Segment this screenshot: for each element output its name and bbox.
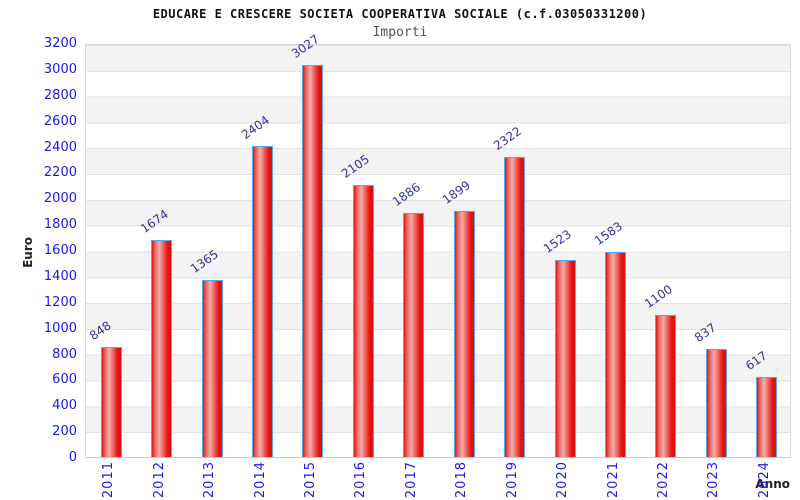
y-tick-label: 3200	[43, 36, 77, 51]
chart-title: EDUCARE E CRESCERE SOCIETA COOPERATIVA S…	[152, 7, 648, 21]
bar-2018	[453, 211, 475, 457]
bar-2022	[655, 315, 677, 457]
bar-value-label: 1523	[541, 227, 575, 256]
x-tick-label: 2024	[756, 461, 772, 499]
bar-value-label: 1674	[137, 207, 171, 236]
x-tick-label: 2021	[605, 461, 621, 499]
bar-2014	[252, 146, 273, 457]
bar-value-label: 1886	[389, 180, 423, 209]
y-tick-label: 0	[68, 450, 77, 465]
bar-2016	[352, 185, 374, 457]
y-tick-label: 2400	[43, 139, 77, 155]
y-tick-label: 2200	[43, 165, 77, 181]
x-tick-label: 2022	[655, 461, 671, 499]
bar-value-label: 1100	[641, 282, 675, 311]
x-tick-label: 2023	[706, 461, 722, 499]
x-tick-label: 2015	[302, 461, 318, 499]
bar-value-label: 848	[87, 318, 114, 343]
x-tick-label: 2016	[353, 461, 369, 499]
bar-value-label: 2322	[490, 124, 524, 153]
y-tick-label: 600	[52, 372, 77, 388]
y-tick-label: 2600	[43, 113, 77, 129]
y-tick-label: 3000	[43, 61, 77, 77]
bar-value-label: 837	[692, 320, 720, 345]
y-tick-label: 200	[52, 424, 77, 440]
x-tick-label: 2017	[403, 461, 419, 499]
bar-value-label: 1899	[440, 178, 474, 207]
bar-2011	[100, 347, 122, 457]
y-tick-label: 2000	[43, 191, 77, 207]
y-tick-label: 400	[52, 398, 77, 414]
bar-2024	[756, 377, 778, 457]
bar-2013	[201, 280, 223, 457]
y-tick-label: 1200	[43, 294, 77, 310]
x-tick-label: 2014	[252, 461, 268, 499]
bar-2017	[403, 213, 425, 457]
y-tick-label: 2800	[43, 87, 77, 103]
x-tick-label: 2018	[454, 461, 470, 499]
bar-2019	[504, 157, 526, 457]
chart-subtitle: Importi	[372, 25, 428, 40]
x-tick-label: 2012	[151, 461, 167, 499]
x-axis-title: Anno	[755, 477, 790, 491]
y-tick-label: 1000	[43, 320, 77, 336]
bar-2015	[302, 65, 324, 457]
bar-value-label: 2404	[238, 113, 272, 142]
y-tick-label: 800	[52, 346, 77, 362]
bar-value-label: 617	[742, 348, 770, 373]
bar-2021	[605, 252, 626, 457]
bar-2023	[705, 349, 727, 457]
bar-value-label: 2105	[339, 152, 373, 181]
x-tick-label: 2020	[555, 461, 571, 499]
y-tick-label: 1800	[43, 217, 77, 233]
bar-value-label: 1583	[591, 219, 625, 248]
x-tick-label: 2019	[504, 461, 520, 499]
x-tick-label: 2011	[101, 461, 117, 499]
bar-2020	[554, 260, 576, 457]
bar-value-label: 1365	[188, 247, 222, 276]
plot-area: 848 1674 1365 2404 3027 2105 1886 1899 2322 1523 1…	[85, 32, 791, 458]
bar-2012	[151, 240, 173, 457]
y-tick-label: 1400	[43, 268, 77, 284]
y-tick-label: 1600	[43, 243, 77, 258]
x-tick-label: 2013	[202, 461, 218, 499]
